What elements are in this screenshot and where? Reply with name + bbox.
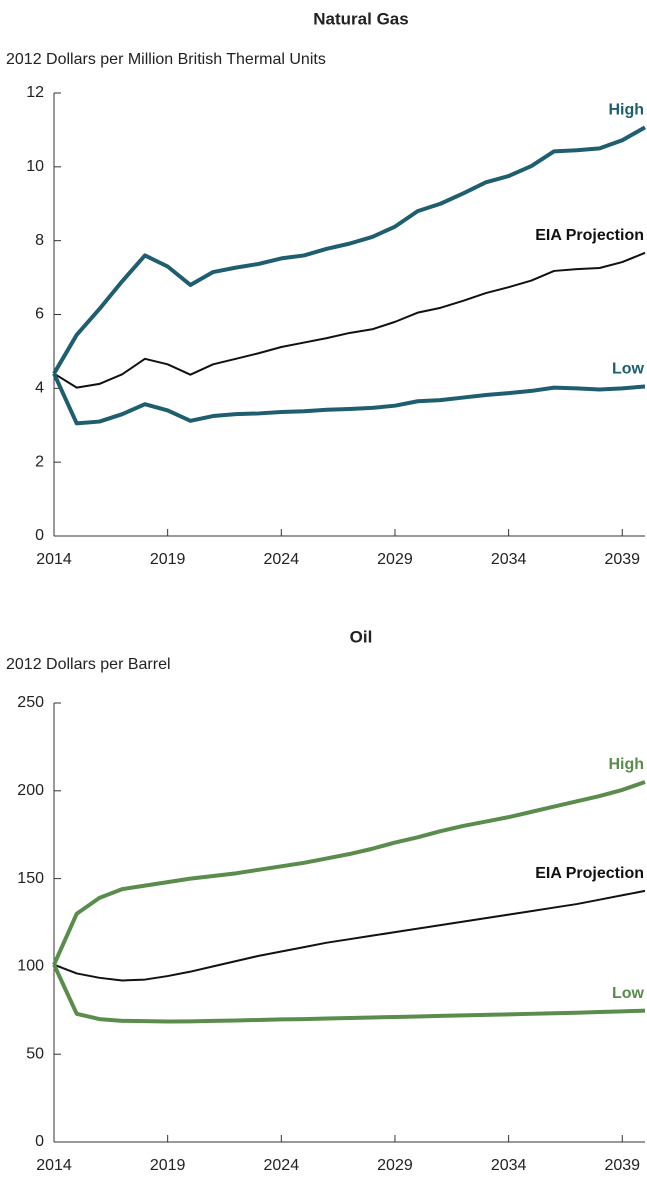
series-line [53, 251, 646, 389]
chart: Natural Gas 2012 Dollars per Million Brit… [6, 9, 646, 568]
series-label: EIA Projection [535, 227, 644, 244]
x-tick-label: 2034 [491, 1157, 527, 1174]
series-label: Low [612, 361, 645, 378]
series-line [52, 125, 646, 375]
x-tick-label: 2039 [604, 1157, 640, 1174]
series-line [53, 889, 646, 982]
x-tick-label: 2024 [264, 1157, 300, 1174]
y-tick-label: 0 [35, 527, 44, 544]
y-tick-label: 2 [35, 453, 44, 470]
chart: Oil 2012 Dollars per Barrel 0 50 100 150 200 25… [6, 627, 646, 1174]
y-tick-label: 250 [17, 694, 44, 711]
series-label: EIA Projection [535, 865, 644, 882]
series-line [52, 780, 646, 966]
x-tick-label: 2019 [150, 551, 186, 568]
x-tick-label: 2024 [264, 551, 300, 568]
y-axis-label: 2012 Dollars per Barrel [6, 656, 171, 673]
chart-title: Oil [350, 627, 373, 646]
x-tick-label: 2029 [377, 551, 413, 568]
y-tick-label: 0 [35, 1133, 44, 1150]
x-tick-label: 2039 [604, 551, 640, 568]
x-tick-label: 2034 [491, 551, 527, 568]
chart-title: Natural Gas [313, 9, 408, 28]
series-line [52, 963, 646, 1024]
y-axis-label: 2012 Dollars per Million British Thermal… [6, 51, 326, 68]
x-tick-label: 2019 [150, 1157, 186, 1174]
series-label: Low [612, 985, 645, 1002]
series-label: High [608, 102, 644, 119]
series-line [52, 372, 646, 426]
y-tick-label: 10 [26, 158, 44, 175]
y-tick-label: 100 [17, 958, 44, 975]
x-tick-label: 2014 [36, 1157, 72, 1174]
x-tick-label: 2029 [377, 1157, 413, 1174]
y-tick-label: 8 [35, 232, 44, 249]
series-label: High [608, 756, 644, 773]
x-tick-label: 2014 [36, 551, 72, 568]
y-tick-label: 200 [17, 782, 44, 799]
y-tick-label: 6 [35, 306, 44, 323]
y-tick-label: 150 [17, 870, 44, 887]
y-tick-label: 50 [26, 1045, 44, 1062]
y-tick-label: 12 [26, 84, 44, 101]
y-tick-label: 4 [35, 380, 44, 397]
